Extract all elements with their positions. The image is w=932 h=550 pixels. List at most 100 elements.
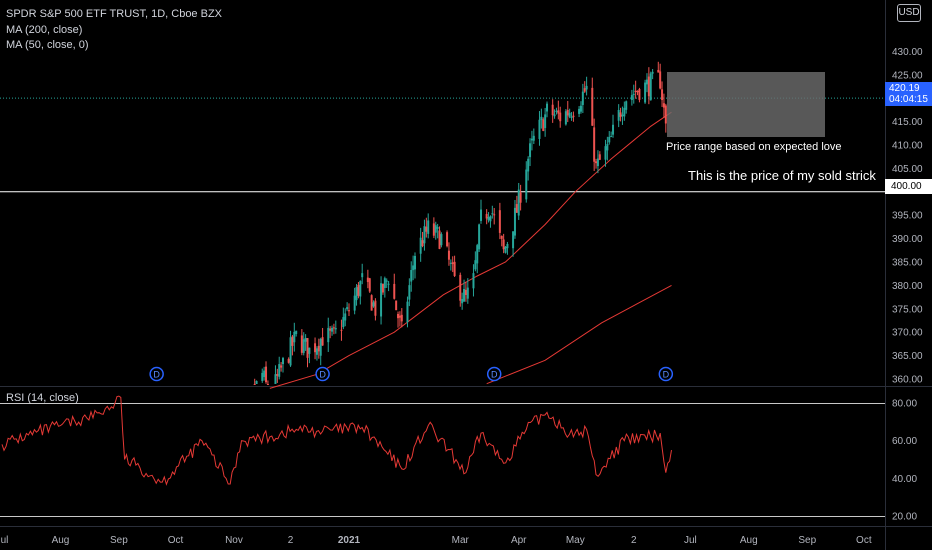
ma50-line [269, 111, 672, 389]
expected-range-box[interactable] [667, 72, 825, 137]
candle-body [595, 161, 598, 164]
dividend-marker-label: D [663, 370, 670, 380]
candle-body [557, 110, 560, 114]
candle-body [359, 281, 362, 297]
sold-strike-label[interactable]: This is the price of my sold strick [688, 168, 876, 183]
candle-body [619, 112, 622, 117]
candle-body [593, 127, 596, 162]
time-tick-label: Jul [684, 535, 697, 546]
candle-body [525, 169, 528, 200]
expected-range-label[interactable]: Price range based on expected love [666, 141, 842, 153]
candle-body [446, 232, 449, 247]
candle-body [591, 87, 594, 126]
time-tick-label: Oct [856, 535, 872, 546]
candle-body [438, 230, 441, 249]
candle-body [451, 262, 454, 265]
candle-body [540, 116, 543, 121]
candle-body [651, 71, 654, 74]
candle-body [530, 138, 533, 141]
candle-body [340, 329, 343, 331]
candle-body [623, 107, 626, 117]
candle-body [608, 136, 611, 143]
time-tick-label: 2 [288, 535, 294, 546]
candle-body [464, 289, 467, 295]
candle-body [280, 365, 283, 368]
candle-body [472, 273, 475, 289]
candle-body [644, 82, 647, 103]
candle-body [662, 103, 665, 108]
ma200-line [486, 284, 672, 385]
candle-body [480, 209, 483, 221]
dividend-marker [149, 366, 164, 382]
dividend-marker [315, 366, 330, 382]
candle-body [304, 337, 307, 342]
time-tick-label: Sep [110, 535, 128, 546]
candle-body [538, 119, 541, 139]
candle-body [570, 116, 573, 118]
candle-body [474, 260, 477, 270]
candle-body [361, 273, 364, 278]
candle-body [566, 109, 569, 116]
candle-body [385, 280, 388, 282]
candle-body [383, 278, 386, 289]
candle-body [332, 327, 335, 329]
candle-body [440, 234, 443, 246]
candle-body [504, 246, 507, 253]
candle-body [342, 317, 345, 328]
candle-body [315, 348, 318, 355]
dividend-marker [486, 366, 502, 382]
candle-body [289, 337, 292, 366]
candle-body [449, 262, 452, 264]
candle-body [427, 220, 430, 234]
price-tick-label: 395.00 [892, 211, 923, 222]
candle-body [506, 244, 509, 249]
candle-body [348, 310, 350, 312]
candle-body [410, 270, 413, 282]
candle-body [255, 380, 258, 384]
time-tick-label: Oct [168, 535, 184, 546]
ma200-path [486, 284, 672, 385]
candle-body [546, 103, 549, 112]
candle-body [647, 76, 650, 97]
candle-body [585, 85, 588, 90]
ma50-legend[interactable]: MA (50, close, 0) [6, 39, 89, 51]
candle-body [425, 226, 428, 232]
ma200-legend[interactable]: MA (200, close) [6, 23, 83, 36]
candle-body [491, 213, 494, 215]
candle-body [266, 384, 269, 385]
rsi-line [1, 395, 672, 486]
candle-body [598, 154, 601, 160]
candle-body [583, 88, 586, 92]
candle-body [578, 108, 581, 114]
candle-body [319, 338, 322, 356]
currency-badge[interactable]: USD [897, 4, 921, 22]
candle-body [572, 115, 575, 118]
candle-body [645, 79, 648, 85]
candle-body [463, 288, 466, 302]
candle-body [432, 223, 435, 236]
price-tick-label: 430.00 [892, 47, 923, 58]
candle-body [476, 245, 479, 264]
dividend-marker-label: D [319, 370, 326, 380]
candle-body [397, 313, 400, 319]
candle-body [368, 278, 371, 292]
candle-body [291, 336, 294, 346]
price-tick-label: 405.00 [892, 164, 923, 175]
rsi-legend[interactable]: RSI (14, close) [6, 392, 79, 404]
candle-body [414, 255, 417, 270]
candle-body [447, 250, 450, 260]
price-tick-label: 375.00 [892, 304, 923, 315]
candle-body [306, 338, 309, 358]
candle-body [664, 105, 667, 124]
candle-body [295, 330, 298, 334]
price-tick-label: 415.00 [892, 117, 923, 128]
candle-body [649, 73, 652, 101]
candle-body [287, 358, 290, 363]
candle-body [374, 300, 377, 316]
price-tick-label: 390.00 [892, 234, 923, 245]
candle-body [380, 283, 383, 317]
candle-body [529, 143, 532, 158]
ma50-path [269, 111, 672, 389]
time-tick-label: Aug [52, 535, 70, 546]
